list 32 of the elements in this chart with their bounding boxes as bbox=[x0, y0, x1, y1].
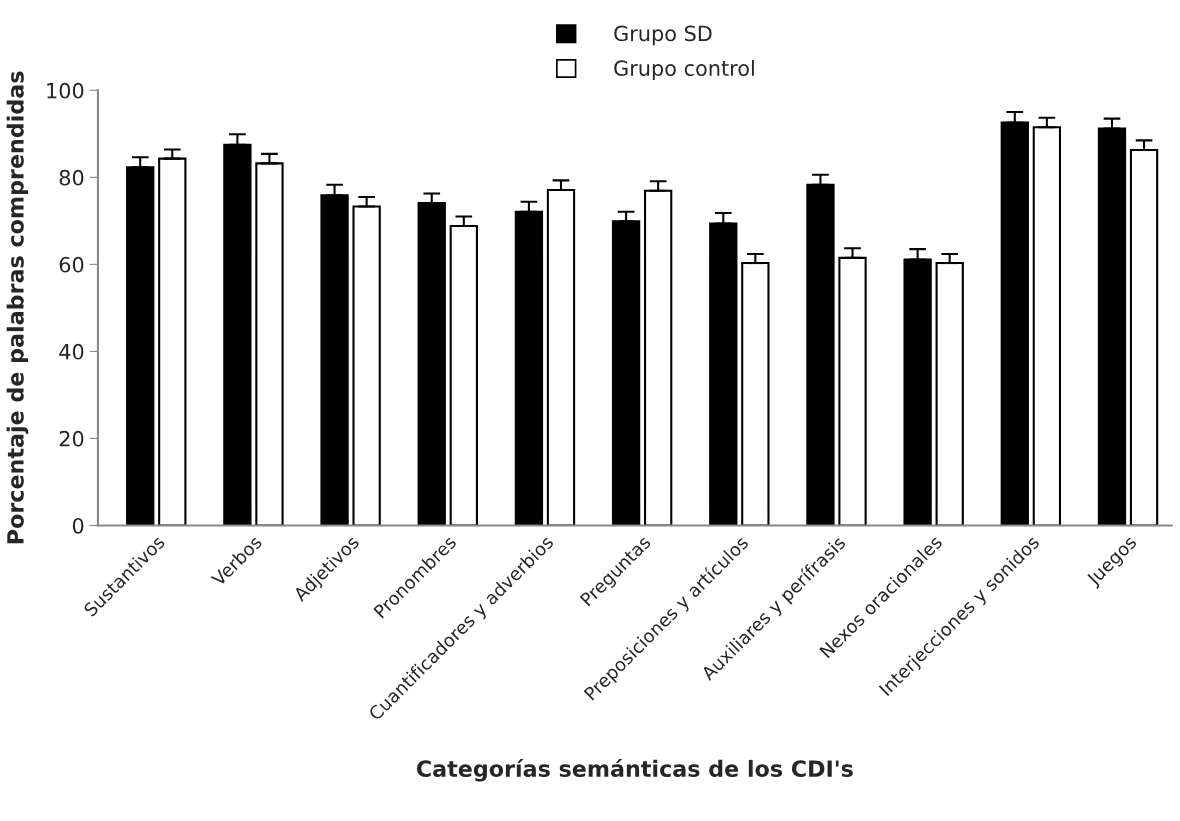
y-tick-label: 40 bbox=[59, 343, 84, 360]
bar bbox=[644, 189, 673, 526]
bar bbox=[1000, 121, 1029, 526]
bar bbox=[935, 262, 964, 526]
bar bbox=[320, 194, 349, 526]
bar bbox=[158, 157, 187, 526]
bar bbox=[255, 162, 284, 526]
bar bbox=[1129, 148, 1159, 526]
bar bbox=[1097, 127, 1127, 526]
bar bbox=[838, 256, 867, 526]
y-axis-title: Porcentaje de palabras comprendidas bbox=[6, 71, 29, 544]
bar bbox=[806, 183, 835, 526]
bar bbox=[417, 201, 446, 526]
x-axis-title: Categorías semánticas de los CDI's bbox=[416, 758, 853, 782]
legend-label: Grupo SD bbox=[614, 25, 712, 46]
bar bbox=[449, 225, 478, 526]
bar bbox=[126, 166, 155, 526]
y-tick-label: 20 bbox=[59, 430, 84, 447]
bar bbox=[709, 222, 738, 526]
y-tick-label: 0 bbox=[72, 517, 84, 534]
y-tick-label: 60 bbox=[59, 256, 84, 273]
bar bbox=[1032, 126, 1062, 526]
bar bbox=[741, 262, 770, 526]
legend-label: Grupo control bbox=[614, 59, 754, 81]
bar bbox=[514, 210, 544, 526]
bar bbox=[546, 188, 576, 526]
bar bbox=[611, 220, 641, 526]
bar bbox=[352, 205, 381, 526]
bar bbox=[903, 258, 932, 526]
y-tick-label: 100 bbox=[47, 82, 84, 99]
y-tick-label: 80 bbox=[59, 169, 84, 186]
bar bbox=[223, 143, 252, 526]
